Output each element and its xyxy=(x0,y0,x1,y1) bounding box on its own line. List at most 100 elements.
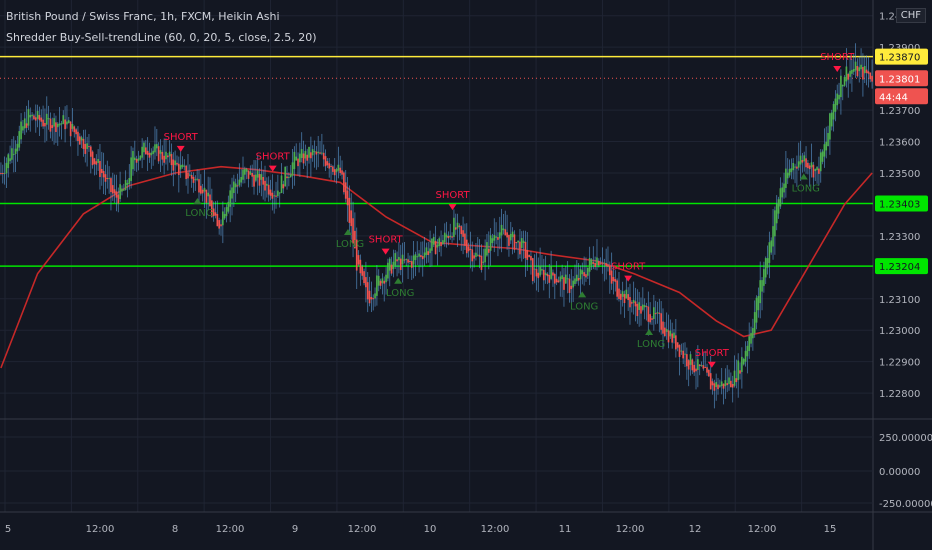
time-tick-label[interactable]: 12 xyxy=(689,524,702,535)
candle-body xyxy=(555,278,558,283)
indicator-legend[interactable]: Shredder Buy-Sell-trendLine (60, 0, 20, … xyxy=(6,31,317,44)
price-tick-label: 1.23100 xyxy=(879,295,920,306)
symbol-legend[interactable]: British Pound / Swiss Franc, 1h, FXCM, H… xyxy=(6,10,280,23)
time-tick-label[interactable]: 10 xyxy=(424,524,437,535)
candle-body xyxy=(9,158,11,162)
candle-body xyxy=(625,289,628,299)
candle-body xyxy=(124,180,127,190)
short-signal-arrow xyxy=(833,65,842,72)
candle-body xyxy=(526,250,529,260)
candle-body xyxy=(176,162,178,165)
candle-body xyxy=(693,364,696,373)
price-label-support[interactable] xyxy=(875,258,928,275)
candle-body xyxy=(825,141,828,151)
candle-body xyxy=(572,280,574,288)
candle-body xyxy=(211,200,213,217)
candle-body xyxy=(185,165,187,180)
candle-body xyxy=(447,236,450,239)
candle-body xyxy=(34,117,37,121)
time-tick-label[interactable]: 8 xyxy=(172,524,178,535)
candle-body xyxy=(332,166,334,172)
candle-body xyxy=(264,180,266,191)
candle-body xyxy=(851,69,853,74)
candle-body xyxy=(132,151,134,170)
candle-body xyxy=(89,146,92,157)
candle-body xyxy=(388,258,391,271)
candle-body xyxy=(715,382,718,388)
candle-body xyxy=(871,75,873,82)
candle-body xyxy=(484,248,486,263)
candle-body xyxy=(796,166,798,169)
candle-body xyxy=(421,256,424,260)
candle-body xyxy=(242,169,244,180)
candle-body xyxy=(691,359,694,371)
candle-body xyxy=(111,185,114,194)
price-label-support[interactable] xyxy=(875,195,928,212)
candle-body xyxy=(588,257,591,272)
time-tick-label[interactable]: 15 xyxy=(824,524,837,535)
time-tick-label[interactable]: 12:00 xyxy=(348,524,377,535)
candle-body xyxy=(579,269,582,280)
candle-body xyxy=(78,136,81,145)
candle-body xyxy=(231,187,233,199)
candle-body xyxy=(420,255,422,258)
candle-body xyxy=(128,178,131,184)
candle-body xyxy=(209,194,211,207)
candle-body xyxy=(764,258,767,278)
candle-body xyxy=(627,294,629,301)
candle-body xyxy=(77,131,79,141)
time-tick-label[interactable]: 12:00 xyxy=(86,524,115,535)
candle-body xyxy=(141,146,143,158)
price-label-countdown[interactable] xyxy=(875,88,928,105)
time-tick-label[interactable]: 5 xyxy=(5,524,11,535)
candle-body xyxy=(649,314,651,323)
candle-body xyxy=(843,76,846,86)
candle-body xyxy=(814,169,817,172)
candle-body xyxy=(575,274,578,282)
candle-body xyxy=(20,121,22,140)
candle-body xyxy=(660,313,662,330)
long-signal-arrow xyxy=(193,197,202,204)
candle-body xyxy=(632,299,635,303)
candle-body xyxy=(713,383,716,391)
candle-body xyxy=(192,176,195,183)
candle-body xyxy=(262,176,265,185)
candle-body xyxy=(390,264,393,274)
currency-badge[interactable]: CHF xyxy=(895,8,926,23)
candle-body xyxy=(55,122,57,132)
price-tick-label: 1.22800 xyxy=(879,389,920,400)
candle-body xyxy=(638,302,640,310)
time-tick-label[interactable]: 12:00 xyxy=(216,524,245,535)
candle-body xyxy=(689,354,692,365)
candle-body xyxy=(366,282,369,300)
time-tick-label[interactable]: 11 xyxy=(559,524,572,535)
long-signal-arrow xyxy=(394,277,403,284)
candle-body xyxy=(394,253,397,266)
candle-body xyxy=(319,152,321,154)
candle-body xyxy=(550,265,552,279)
candle-body xyxy=(337,164,340,171)
time-tick-label[interactable]: 12:00 xyxy=(748,524,777,535)
candle-body xyxy=(73,126,76,133)
candle-body xyxy=(203,187,206,192)
candle-body xyxy=(244,168,246,175)
time-tick-label[interactable]: 12:00 xyxy=(481,524,510,535)
time-tick-label[interactable]: 9 xyxy=(292,524,298,535)
candle-body xyxy=(619,293,622,300)
candle-body xyxy=(667,330,670,343)
candle-body xyxy=(863,65,866,74)
candle-body xyxy=(664,327,666,336)
candle-body xyxy=(449,235,452,238)
candle-body xyxy=(823,144,826,157)
candle-body xyxy=(293,151,296,170)
candle-body xyxy=(429,248,431,254)
price-label-resistance[interactable] xyxy=(875,48,928,65)
candle-body xyxy=(172,159,175,171)
candle-body xyxy=(251,173,254,177)
time-tick-label[interactable]: 12:00 xyxy=(616,524,645,535)
candle-body xyxy=(678,344,681,357)
candle-body xyxy=(27,109,30,126)
price-label-last[interactable] xyxy=(875,70,928,87)
candle-body xyxy=(531,258,534,282)
